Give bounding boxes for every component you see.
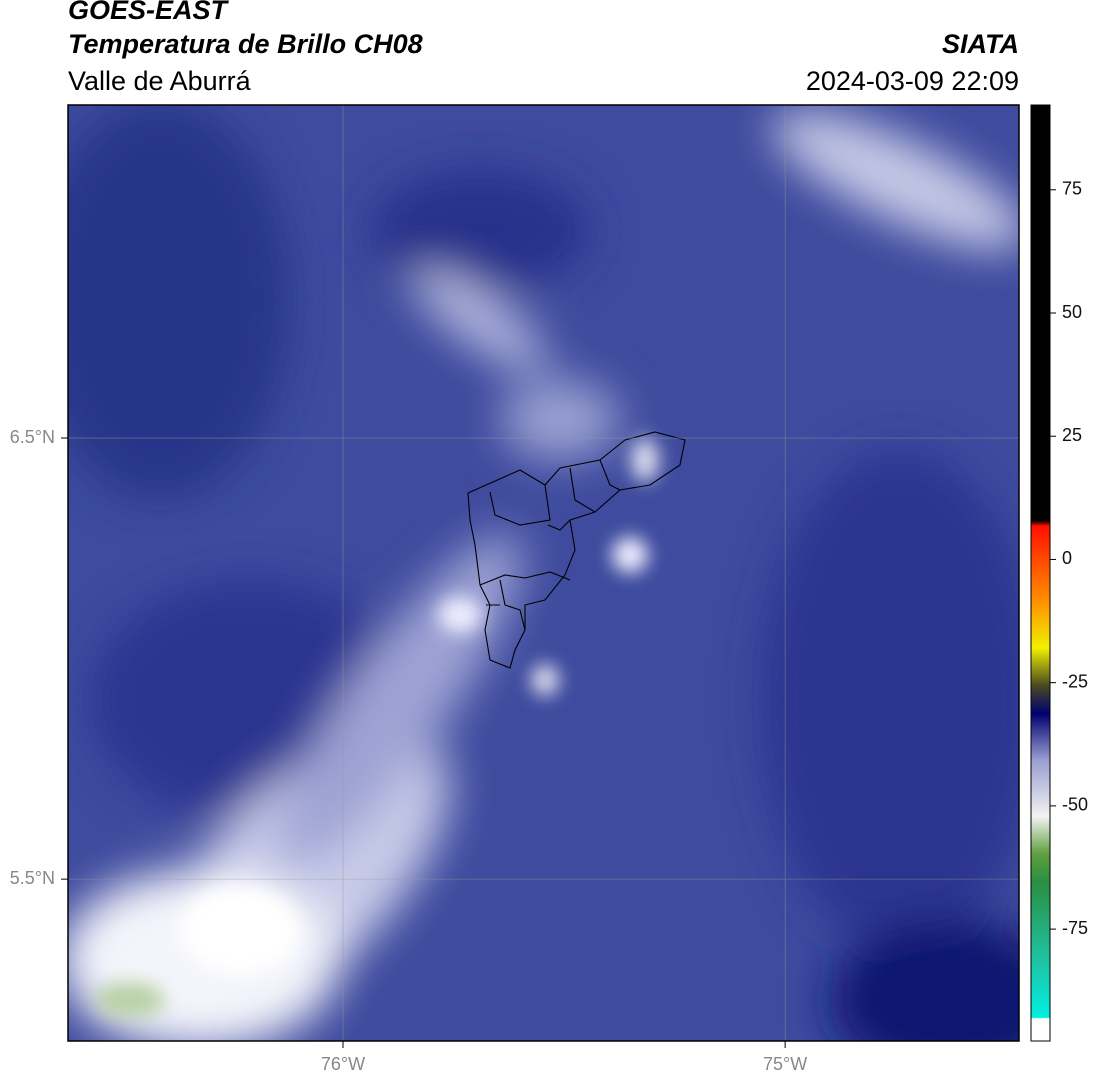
colorbar-tick-label: 0: [1062, 548, 1072, 568]
colorbar: [1030, 104, 1051, 1042]
x-tick-label: 75°W: [763, 1054, 807, 1074]
colorbar-tick-label: -50: [1062, 795, 1088, 815]
satellite-image: [68, 105, 1019, 1041]
timestamp: 2024-03-09 22:09: [806, 66, 1019, 96]
subtitle: Temperatura de Brillo CH08: [68, 29, 423, 59]
colorbar-tick-label: 50: [1062, 302, 1082, 322]
colorbar-tick-label: 75: [1062, 179, 1082, 199]
colorbar-tick-label: -75: [1062, 918, 1088, 938]
title: GOES-EAST: [68, 0, 230, 25]
y-tick-label: 5.5°N: [10, 868, 55, 888]
source: SIATA: [942, 29, 1019, 59]
graticule: [68, 105, 1019, 1041]
y-tick-label: 6.5°N: [10, 427, 55, 447]
map-frame: [67, 104, 1020, 1042]
region: Valle de Aburrá: [68, 66, 252, 96]
colorbar-tick-label: 25: [1062, 425, 1082, 445]
colorbar-tick-label: -25: [1062, 671, 1088, 691]
municipal-borders: [467, 431, 686, 669]
x-tick-label: 76°W: [321, 1054, 365, 1074]
